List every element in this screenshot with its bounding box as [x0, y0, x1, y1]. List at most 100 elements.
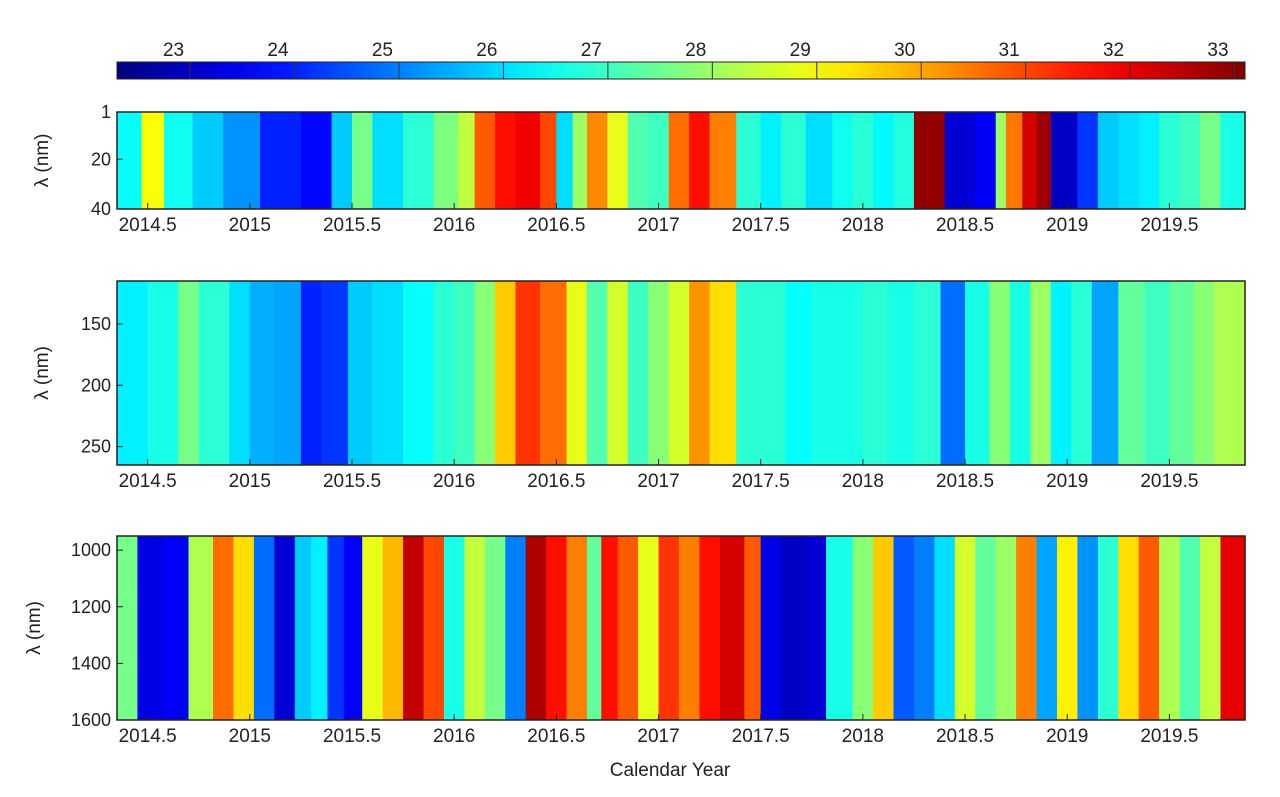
plot-frame: [116, 280, 1246, 466]
colorbar-tick-label: 27: [581, 40, 602, 61]
heat-column: [443, 536, 465, 720]
heat-column: [347, 281, 374, 465]
heat-column: [484, 536, 506, 720]
x-tick-label: 2016: [433, 215, 475, 236]
colorbar-tick-label: 26: [476, 40, 497, 61]
heat-column: [1200, 112, 1222, 209]
heat-column: [587, 112, 609, 209]
heat-column: [260, 112, 302, 209]
x-tick-label: 2015.5: [323, 215, 381, 236]
heat-column: [781, 536, 807, 720]
heat-column: [1118, 281, 1146, 465]
heat-column: [1071, 281, 1093, 465]
heat-column: [117, 112, 143, 209]
heat-column: [546, 536, 568, 720]
x-tick-label: 2018: [842, 471, 884, 492]
heat-column: [1022, 112, 1038, 209]
heat-column: [274, 536, 296, 720]
heat-column: [253, 536, 275, 720]
heat-column: [141, 112, 165, 209]
heat-column: [975, 536, 997, 720]
heat-column: [760, 536, 782, 720]
heat-column: [249, 281, 275, 465]
colorbar-tick-label: 30: [894, 40, 915, 61]
heat-column: [648, 112, 670, 209]
colorbar-tick-label: 23: [163, 40, 184, 61]
heat-column: [678, 536, 700, 720]
heat-column: [1169, 281, 1195, 465]
heat-column: [975, 112, 997, 209]
heat-column: [164, 536, 190, 720]
x-tick-label: 2019.5: [1140, 726, 1198, 747]
plot-frame: [116, 535, 1246, 721]
heat-column: [1050, 281, 1072, 465]
y-tick-label: 1400: [71, 653, 111, 673]
heat-column: [862, 281, 888, 465]
heat-column: [1144, 281, 1170, 465]
heat-column: [1118, 112, 1140, 209]
heat-column: [495, 281, 517, 465]
heat-column: [989, 281, 1011, 465]
heat-column: [607, 281, 629, 465]
x-tick-label: 2018.5: [936, 471, 994, 492]
heat-column: [464, 536, 486, 720]
heat-column: [474, 112, 496, 209]
panel-nir: 2014.5 2015 2015.5 2016 2016.5 2017 2017.5 2018…: [24, 535, 1246, 747]
x-tick-label: 2015: [229, 215, 271, 236]
heat-column: [556, 112, 574, 209]
heat-column: [995, 536, 1017, 720]
heat-column: [1159, 536, 1181, 720]
heat-column: [760, 281, 786, 465]
heat-column: [832, 112, 854, 209]
heat-column: [1138, 536, 1160, 720]
heat-column: [1138, 112, 1160, 209]
y-tick-label: 1200: [71, 597, 111, 617]
heat-column: [274, 281, 302, 465]
y-tick-label: 250: [81, 437, 111, 457]
heat-column: [1030, 281, 1052, 465]
heat-column: [944, 112, 976, 209]
heat-column: [1010, 281, 1032, 465]
x-tick-label: 2015.5: [323, 726, 381, 747]
x-tick-label: 2017.5: [732, 471, 790, 492]
x-tick-label: 2018: [842, 726, 884, 747]
x-tick-label: 2016.5: [527, 726, 585, 747]
heat-column: [607, 112, 629, 209]
heat-column: [1097, 112, 1119, 209]
x-tick-label: 2016.5: [527, 215, 585, 236]
heat-column: [940, 281, 966, 465]
heat-column: [826, 536, 854, 720]
heat-column: [736, 112, 762, 209]
heat-column: [587, 281, 609, 465]
colorbar-gradient: [116, 61, 1246, 80]
heat-column: [893, 536, 915, 720]
heat-column: [601, 536, 619, 720]
heat-column: [658, 536, 680, 720]
heat-column: [192, 112, 224, 209]
panel-uv: 2014.5 2015 2015.5 2016 2016.5 2017 2017.5 2018…: [32, 102, 1246, 236]
heat-column: [744, 536, 762, 720]
heat-column: [137, 536, 165, 720]
heat-column: [785, 281, 813, 465]
heat-column: [382, 536, 404, 720]
heat-column: [913, 112, 929, 209]
panel-vis: 2014.5 2015 2015.5 2016 2016.5 2017 2017.5 2018…: [32, 280, 1246, 492]
heat-column: [352, 112, 374, 209]
heat-column: [954, 536, 976, 720]
heat-column: [403, 112, 435, 209]
y-tick-label: 1: [101, 102, 111, 122]
heat-column: [638, 536, 660, 720]
heat-column: [811, 281, 839, 465]
heat-column: [525, 536, 547, 720]
y-tick-label: 40: [91, 199, 111, 219]
y-axis-label: λ (nm): [32, 346, 53, 400]
heat-column: [1179, 536, 1201, 720]
x-tick-label: 2018: [842, 215, 884, 236]
heat-column: [343, 536, 363, 720]
heat-column: [689, 281, 711, 465]
heat-column: [887, 281, 915, 465]
x-tick-label: 2014.5: [119, 215, 177, 236]
heat-column: [709, 112, 737, 209]
colorbar-tick-label: 28: [685, 40, 706, 61]
heat-column: [454, 281, 476, 465]
